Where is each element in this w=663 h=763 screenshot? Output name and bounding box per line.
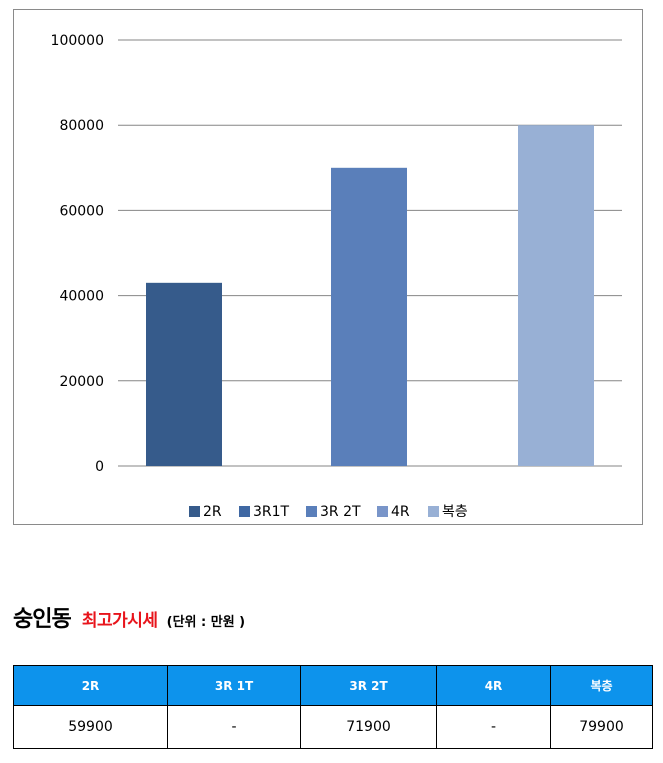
legend-label: 4R xyxy=(391,504,410,520)
bar-chart: 0 20000 40000 60000 80000 100000 2R 3R1T 3R 2T 4… xyxy=(13,9,643,525)
neighborhood-name: 숭인동 xyxy=(13,607,72,632)
price-3r-2t: 71900 xyxy=(300,705,437,749)
legend-item: 3R 2T xyxy=(306,504,361,520)
legend-label: 2R xyxy=(203,504,222,520)
table-header-row: 2R 3R 1T 3R 2T 4R 복층 xyxy=(13,665,653,706)
y-tick-label: 60000 xyxy=(59,203,104,219)
max-price-title: 최고가시세 xyxy=(81,611,158,631)
y-tick-label: 100000 xyxy=(51,33,104,49)
price-table: 2R 3R 1T 3R 2T 4R 복층 59900 - 71900 - 799… xyxy=(13,665,653,749)
header-3r-1t: 3R 1T xyxy=(167,665,301,706)
price-2r: 59900 xyxy=(13,705,168,749)
legend-item: 복층 xyxy=(428,504,468,520)
header-duplex: 복층 xyxy=(550,665,653,706)
unit-note: (단위 : 만원 ) xyxy=(166,615,246,630)
legend-swatch xyxy=(428,506,439,517)
header-4r: 4R xyxy=(436,665,551,706)
price-3r-1t: - xyxy=(167,705,301,749)
price-4r: - xyxy=(436,705,551,749)
legend-label: 3R1T xyxy=(253,504,290,520)
y-tick-label: 40000 xyxy=(59,289,104,305)
bar-3 xyxy=(331,167,407,467)
legend-item: 3R1T xyxy=(239,504,290,520)
bar-5 xyxy=(518,125,594,466)
legend-item: 4R xyxy=(377,504,410,520)
legend-item: 2R xyxy=(189,504,222,520)
legend-label: 복층 xyxy=(442,504,468,520)
legend-swatch xyxy=(306,506,317,517)
legend-swatch xyxy=(377,506,388,517)
price-duplex: 79900 xyxy=(550,705,653,749)
y-tick-label: 0 xyxy=(95,459,104,475)
legend-swatch xyxy=(239,506,250,517)
y-tick-label: 80000 xyxy=(59,118,104,134)
bar-1 xyxy=(146,282,222,466)
table-row: 59900 - 71900 - 79900 xyxy=(13,705,653,749)
legend-label: 3R 2T xyxy=(320,504,361,520)
price-heading: 숭인동 최고가시세 (단위 : 만원 ) xyxy=(13,601,245,633)
legend-swatch xyxy=(189,506,200,517)
chart-canvas: 0 20000 40000 60000 80000 100000 2R 3R1T 3R 2T 4… xyxy=(51,33,622,520)
header-3r-2t: 3R 2T xyxy=(300,665,437,706)
header-2r: 2R xyxy=(13,665,168,706)
y-tick-label: 20000 xyxy=(59,374,104,390)
